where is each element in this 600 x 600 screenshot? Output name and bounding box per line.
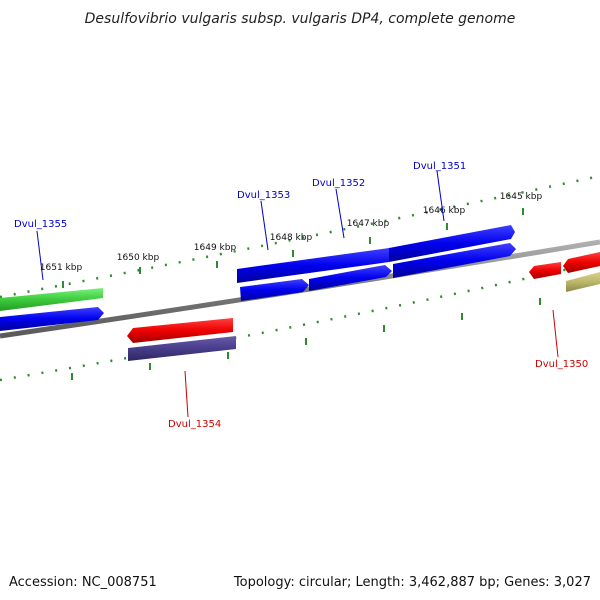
- gene-arrow[interactable]: [240, 279, 309, 301]
- tick-label: 1648 kbp: [270, 233, 313, 243]
- tick-label: 1647 kbp: [347, 219, 390, 229]
- gene-arrow[interactable]: [529, 262, 561, 279]
- reverse-genes: [127, 252, 600, 361]
- gene-label-dvul-1351[interactable]: Dvul_1351: [413, 161, 466, 172]
- inner-tick-track: [0, 260, 600, 382]
- gene-arrow[interactable]: [127, 318, 233, 343]
- tick-label: 1650 kbp: [117, 253, 160, 263]
- map-title: Desulfovibrio vulgaris subsp. vulgaris D…: [85, 11, 516, 27]
- major-ticks: [62, 208, 541, 380]
- gene-arrow[interactable]: [389, 225, 515, 262]
- tick-label: 1649 kbp: [194, 243, 237, 253]
- gene-arrow[interactable]: [563, 252, 600, 273]
- gene-arrow[interactable]: [0, 307, 104, 331]
- tick-label: 1651 kbp: [40, 263, 83, 273]
- label-leaders: [36, 170, 559, 418]
- tick-label: 1646 kbp: [423, 206, 466, 216]
- gene-arrow[interactable]: [128, 336, 236, 361]
- gene-label-dvul-1354[interactable]: Dvul_1354: [168, 419, 221, 430]
- gene-arrow[interactable]: [0, 288, 103, 311]
- gene-arrow[interactable]: [237, 248, 389, 283]
- gene-label-dvul-1352[interactable]: Dvul_1352: [312, 178, 365, 189]
- genome-stats-text: Topology: circular; Length: 3,462,887 bp…: [233, 575, 591, 590]
- outer-tick-track: [0, 174, 600, 299]
- gene-arrow[interactable]: [566, 272, 600, 292]
- gene-arrow[interactable]: [309, 265, 392, 291]
- gene-label-dvul-1350[interactable]: Dvul_1350: [535, 359, 588, 370]
- tick-label: 1645 kbp: [500, 192, 543, 202]
- gene-label-dvul-1353[interactable]: Dvul_1353: [237, 190, 290, 201]
- forward-genes: [0, 225, 516, 331]
- gene-label-dvul-1355[interactable]: Dvul_1355: [14, 219, 67, 230]
- accession-text: Accession: NC_008751: [9, 575, 157, 590]
- gene-arrow[interactable]: [393, 243, 516, 278]
